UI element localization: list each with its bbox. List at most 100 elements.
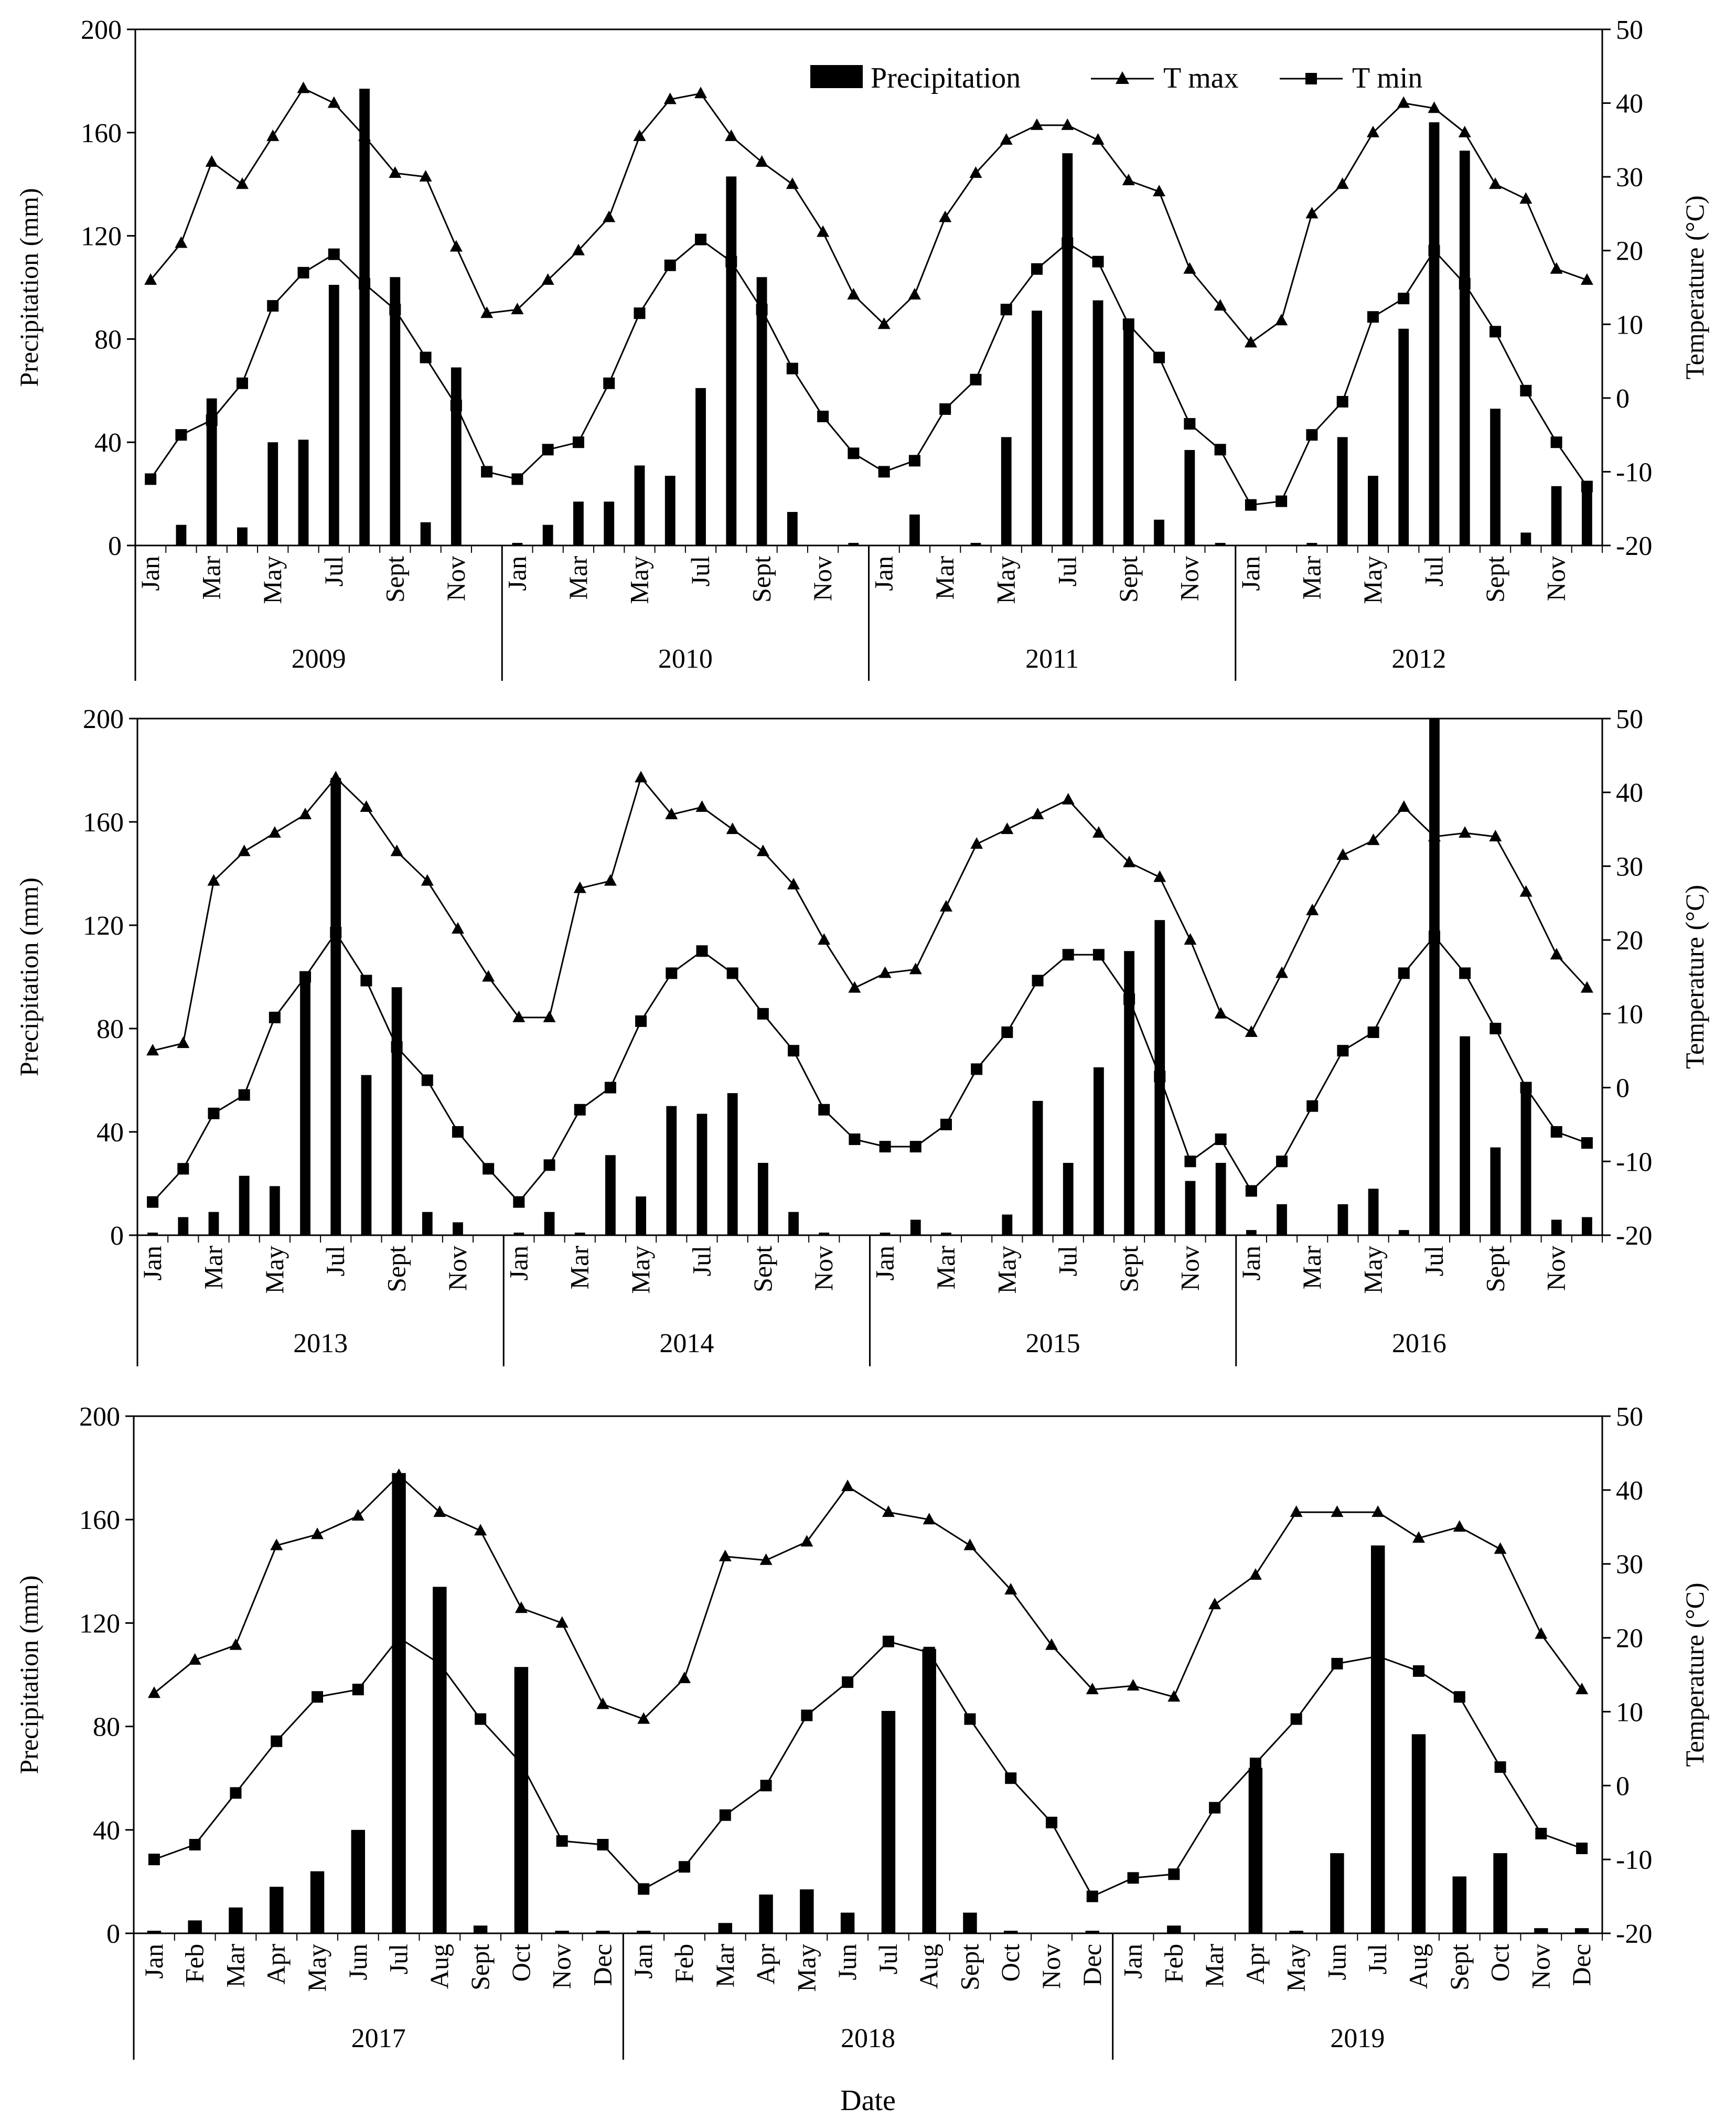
tmin-point [1005,1772,1017,1784]
tmin-point [269,1011,281,1023]
precip-bar [1184,450,1195,545]
tmin-point [1154,1071,1166,1083]
tmin-point [970,373,982,386]
precip-bar [229,1907,243,1933]
precip-bar [637,1931,651,1933]
tmax-point [695,800,709,812]
month-label: May [626,1246,655,1294]
month-label: Jul [1052,556,1081,586]
tmax-point [923,1513,936,1525]
tmax-point [1580,273,1593,285]
precip-bar [1185,1181,1196,1235]
tmax-point [1030,118,1043,130]
tmax-point [1428,101,1441,113]
month-label: Feb [180,1944,209,1983]
precip-bar [1429,122,1440,545]
month-label: Jul [873,1944,903,1974]
tmin-point [603,377,615,389]
tmin-point [434,1657,446,1669]
tmax-point [633,129,646,141]
legend-precip-swatch [810,65,863,88]
precip-bar [880,1233,891,1235]
tmax-point [847,288,860,300]
tmin-point [1367,311,1379,323]
tmax-point [726,822,739,834]
precip-bar [1368,1189,1379,1235]
precip-bar [1490,409,1501,545]
precip-bar [328,285,339,545]
legend-tmax-marker [1116,71,1129,84]
month-label: Mar [930,556,959,600]
month-label: Nov [1036,1944,1066,1989]
precip-bar [1277,1204,1287,1235]
tmax-point [146,1044,159,1056]
tmin-point [238,1089,250,1101]
panel-2013-2016: 0 40 80 120 160 200 -20 -10 0 10 20 30 40 50 Precipita… [14,704,1709,1366]
month-label: Jun [343,1944,372,1980]
precip-bar [1534,1928,1548,1933]
tmin-point [1372,1650,1384,1662]
precip-bar [573,501,584,545]
precip-bar [269,1186,280,1235]
month-label: May [1358,556,1387,604]
tmin-point [421,1074,433,1086]
tmin-point [1168,1868,1180,1880]
y-tick-label: 160 [83,808,124,838]
precip-bar [267,442,278,545]
tmin-point [267,300,279,312]
month-label: Mar [198,1246,228,1290]
precip-bar [788,1212,799,1235]
tmax-point [1214,1007,1227,1019]
month-label: Nov [1174,556,1204,601]
month-label: Mar [1199,1944,1229,1988]
precip-bar [298,440,309,545]
month-label: Sept [1113,556,1143,603]
tmin-point [572,436,584,448]
tmax-point [392,1468,405,1480]
tmin-point [1001,1026,1013,1039]
tmax-point [719,1549,732,1561]
tmin-point [1336,395,1348,408]
precip-bar [840,1912,855,1933]
tmax-point [755,155,768,167]
tmin-point [145,473,157,485]
y-tick-label: 120 [79,1609,120,1639]
tmax-point [144,273,157,285]
tmax-point [1336,848,1349,860]
tmax-point [939,210,952,222]
precip-bar [756,277,767,545]
tmax-point [1153,185,1166,197]
tmax-point [268,826,281,838]
month-label: Sept [465,1944,495,1990]
precip-bar [1460,1036,1471,1235]
tmax-point [229,1638,242,1650]
tmax-point [1092,826,1105,838]
month-label: Jul [1363,1944,1392,1974]
tmax-point [266,129,280,141]
tmin-point [842,1676,854,1688]
tmin-point [330,927,342,939]
month-label: Nov [1175,1246,1204,1291]
precip-bar [544,1212,555,1235]
y-tick-label: 80 [97,1014,124,1044]
y-axis-title: Precipitation (mm) [14,1575,44,1774]
precip-bar [555,1931,569,1933]
month-label: Sept [1444,1944,1474,1990]
tmin-point [543,1159,555,1171]
tmax-line [152,776,1588,1052]
month-label: Dec [1077,1944,1107,1986]
tmax-point [1153,870,1166,882]
y2-tick-label: 50 [1616,704,1643,734]
tmax-point [1576,1683,1589,1695]
month-label: Jul [687,1246,716,1276]
tmin-point [1215,1133,1227,1146]
tmax-point [1306,903,1319,915]
precip-bar [819,1233,830,1235]
tmin-point [638,1883,650,1895]
tmin-point [1153,351,1165,363]
tmax-point [541,273,554,285]
tmin-point [971,1063,983,1075]
precip-bar [1001,437,1012,545]
precip-bar [1063,1163,1074,1235]
precip-bar [727,1093,738,1235]
